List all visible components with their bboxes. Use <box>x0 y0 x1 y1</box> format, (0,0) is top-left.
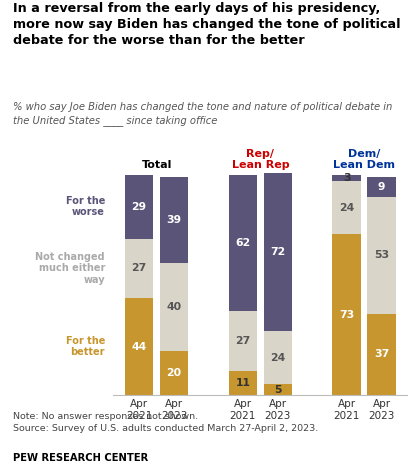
Text: 11: 11 <box>236 378 250 388</box>
Bar <box>125 298 153 395</box>
Text: 27: 27 <box>131 263 147 273</box>
Bar <box>125 238 153 298</box>
Text: Not changed
much either
way: Not changed much either way <box>35 252 105 285</box>
Text: Total: Total <box>142 160 172 170</box>
Text: 37: 37 <box>374 349 389 359</box>
Text: 72: 72 <box>270 247 286 257</box>
Text: For the
worse: For the worse <box>66 196 105 218</box>
Text: 5: 5 <box>274 385 282 395</box>
Bar <box>332 175 361 181</box>
Text: Rep/
Lean Rep: Rep/ Lean Rep <box>231 149 289 170</box>
Text: 44: 44 <box>131 342 147 352</box>
Bar <box>228 175 257 311</box>
Bar <box>160 177 189 263</box>
Bar <box>368 314 396 395</box>
Bar <box>332 181 361 234</box>
Text: 20: 20 <box>166 368 181 378</box>
Bar <box>264 331 292 384</box>
Text: 73: 73 <box>339 310 354 320</box>
Text: 40: 40 <box>166 302 181 312</box>
Text: % who say Joe Biden has changed the tone and nature of political debate in
the U: % who say Joe Biden has changed the tone… <box>13 102 392 126</box>
Text: 3: 3 <box>343 173 351 183</box>
Text: PEW RESEARCH CENTER: PEW RESEARCH CENTER <box>13 453 148 463</box>
Text: 27: 27 <box>235 336 251 346</box>
Text: In a reversal from the early days of his presidency,
more now say Biden has chan: In a reversal from the early days of his… <box>13 2 400 48</box>
Text: 9: 9 <box>378 182 386 192</box>
Text: Dem/
Lean Dem: Dem/ Lean Dem <box>333 149 395 170</box>
Text: 53: 53 <box>374 250 389 260</box>
Bar <box>228 311 257 371</box>
Bar <box>160 351 189 395</box>
Text: For the
better: For the better <box>66 336 105 357</box>
Text: Note: No answer responses not shown.
Source: Survey of U.S. adults conducted Mar: Note: No answer responses not shown. Sou… <box>13 412 318 433</box>
Bar <box>160 263 189 351</box>
Bar <box>368 177 396 197</box>
Text: 29: 29 <box>131 202 147 212</box>
Text: 24: 24 <box>339 203 354 213</box>
Text: 24: 24 <box>270 353 286 363</box>
Bar <box>368 197 396 314</box>
Bar <box>332 234 361 395</box>
Text: 62: 62 <box>235 238 251 248</box>
Bar <box>264 384 292 395</box>
Bar <box>264 172 292 331</box>
Bar <box>228 371 257 395</box>
Text: 39: 39 <box>166 215 181 225</box>
Bar <box>125 175 153 238</box>
